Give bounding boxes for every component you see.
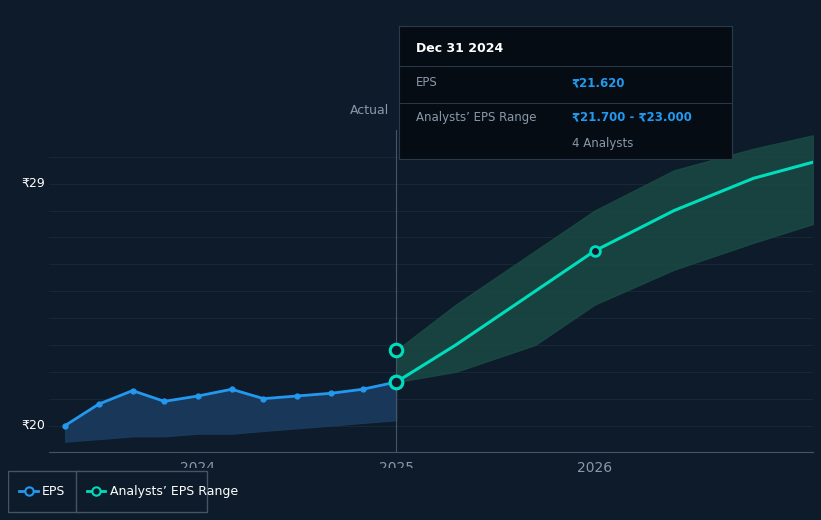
Text: EPS: EPS (42, 485, 66, 498)
FancyBboxPatch shape (8, 471, 80, 512)
Text: EPS: EPS (415, 76, 438, 89)
Text: ₹21.700 - ₹23.000: ₹21.700 - ₹23.000 (572, 111, 692, 124)
Text: ₹29: ₹29 (21, 177, 45, 190)
Text: 4 Analysts: 4 Analysts (572, 137, 633, 150)
Text: Analysts’ EPS Range: Analysts’ EPS Range (110, 485, 238, 498)
Text: Actual: Actual (350, 104, 388, 117)
FancyBboxPatch shape (76, 471, 207, 512)
Text: Analysts Forecasts: Analysts Forecasts (404, 104, 521, 117)
Text: Analysts’ EPS Range: Analysts’ EPS Range (415, 111, 536, 124)
Text: Dec 31 2024: Dec 31 2024 (415, 42, 503, 55)
Text: ₹20: ₹20 (21, 419, 45, 432)
Text: ₹21.620: ₹21.620 (572, 76, 626, 89)
